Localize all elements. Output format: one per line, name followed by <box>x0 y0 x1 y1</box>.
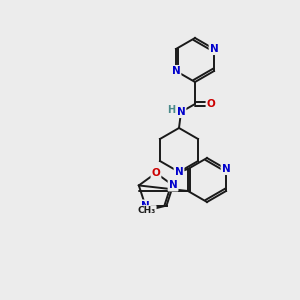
Text: O: O <box>207 99 215 109</box>
Text: N: N <box>172 66 180 76</box>
Text: N: N <box>210 44 218 54</box>
Text: N: N <box>175 167 183 177</box>
Text: CH₃: CH₃ <box>137 206 156 215</box>
Text: N: N <box>141 201 150 211</box>
Text: N: N <box>169 180 177 190</box>
Text: N: N <box>222 164 230 174</box>
Text: O: O <box>152 168 160 178</box>
Text: N: N <box>177 107 185 117</box>
Text: H: H <box>167 105 175 115</box>
